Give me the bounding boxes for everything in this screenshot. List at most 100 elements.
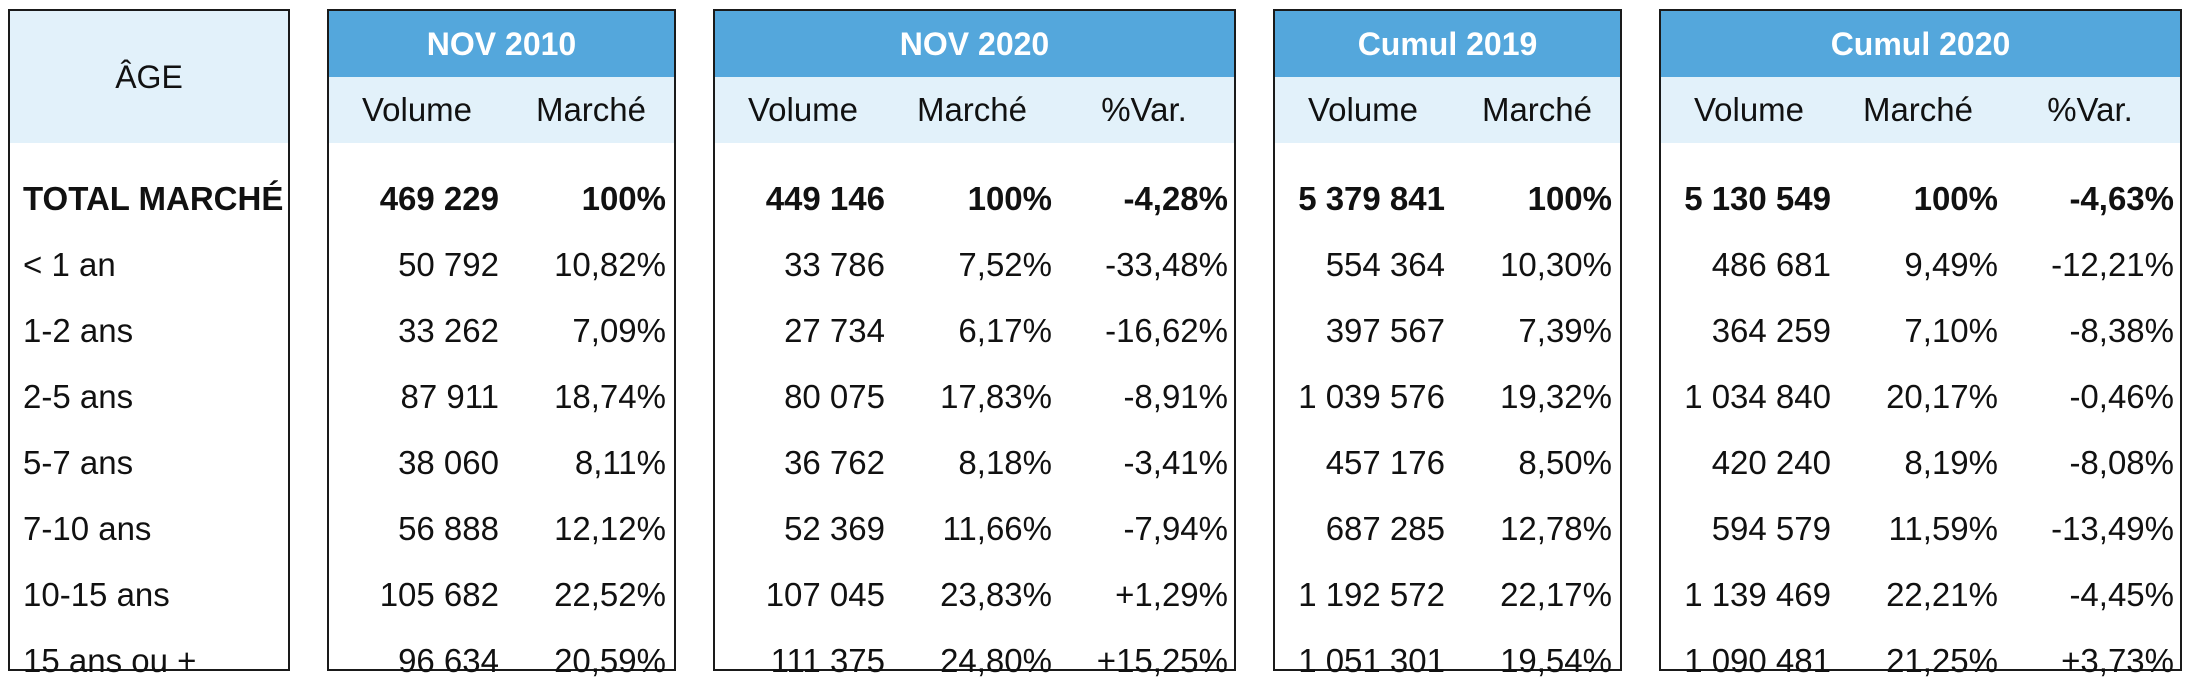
table-cell: 20,17% bbox=[1886, 378, 1998, 415]
total-cell: 100% bbox=[581, 180, 666, 217]
table-cell: -0,46% bbox=[2069, 378, 2174, 415]
table-cell: -4,45% bbox=[2069, 576, 2174, 613]
table-cell: 7,10% bbox=[1904, 312, 1998, 349]
table-cell: 486 681 bbox=[1711, 246, 1831, 283]
table-cell: 33 262 bbox=[398, 312, 499, 349]
table-cell: 554 364 bbox=[1325, 246, 1445, 283]
table-cell: 8,18% bbox=[958, 444, 1052, 481]
column-header: Marché bbox=[535, 91, 647, 128]
table-cell: 56 888 bbox=[398, 510, 499, 547]
table-cell: +3,73% bbox=[2061, 642, 2174, 679]
row-label: 1-2 ans bbox=[23, 312, 134, 349]
total-cell: 5 379 841 bbox=[1298, 180, 1445, 217]
table-cell: 11,66% bbox=[942, 510, 1052, 547]
column-header: Volume bbox=[1307, 91, 1419, 128]
table-cell: 364 259 bbox=[1711, 312, 1831, 349]
table-cell: -16,62% bbox=[1105, 312, 1228, 349]
column-header-row bbox=[329, 77, 674, 143]
column-header: %Var. bbox=[2047, 91, 2133, 128]
table-cell: 111 375 bbox=[770, 642, 885, 679]
table-cell: 38 060 bbox=[398, 444, 499, 481]
table-cell: 420 240 bbox=[1711, 444, 1831, 481]
total-cell: 100% bbox=[1913, 180, 1998, 217]
table-cell: 1 034 840 bbox=[1684, 378, 1831, 415]
table-cell: 17,83% bbox=[940, 378, 1052, 415]
table-cell: -3,41% bbox=[1123, 444, 1228, 481]
table-cell: 12,12% bbox=[554, 510, 666, 547]
table-cell: 33 786 bbox=[784, 246, 885, 283]
table-cell: 7,52% bbox=[958, 246, 1052, 283]
row-label-total: TOTAL MARCHÉ bbox=[23, 180, 284, 217]
table-cell: 80 075 bbox=[784, 378, 885, 415]
row-label: 2-5 ans bbox=[23, 378, 134, 415]
table-cell: 8,50% bbox=[1518, 444, 1612, 481]
table-cell: 18,74% bbox=[554, 378, 666, 415]
table-cell: 687 285 bbox=[1325, 510, 1445, 547]
total-cell: 469 229 bbox=[379, 180, 499, 217]
table-cell: 1 039 576 bbox=[1298, 378, 1445, 415]
block-nov-2010: NOV 2010 Volume 469 229 50 792 33 262 87 911 3… bbox=[327, 9, 676, 679]
column-header: Marché bbox=[1862, 91, 1974, 128]
table-cell: 36 762 bbox=[784, 444, 885, 481]
age-header: ÂGE bbox=[10, 11, 288, 143]
table-cell: 105 682 bbox=[379, 576, 499, 613]
table-cell: 24,80% bbox=[940, 642, 1052, 679]
table-cell: -8,38% bbox=[2069, 312, 2174, 349]
table-cell: -13,49% bbox=[2051, 510, 2174, 547]
column-header: %Var. bbox=[1101, 91, 1187, 128]
table-cell: 1 051 301 bbox=[1298, 642, 1445, 679]
table-cell: 96 634 bbox=[398, 642, 499, 679]
row-label: 7-10 ans bbox=[23, 510, 152, 547]
table-cell: 1 090 481 bbox=[1684, 642, 1831, 679]
total-cell: 449 146 bbox=[765, 180, 885, 217]
column-header: Volume bbox=[1693, 91, 1805, 128]
table-cell: 9,49% bbox=[1904, 246, 1998, 283]
table-cell: 19,54% bbox=[1500, 642, 1612, 679]
block-title: Cumul 2020 bbox=[1661, 11, 2180, 77]
table-cell: -8,08% bbox=[2069, 444, 2174, 481]
row-label: < 1 an bbox=[23, 246, 116, 283]
table-cell: 87 911 bbox=[400, 378, 499, 415]
table-cell: +15,25% bbox=[1096, 642, 1228, 679]
table-cell: -8,91% bbox=[1123, 378, 1228, 415]
block-title: NOV 2020 bbox=[715, 11, 1234, 77]
table-cell: 11,59% bbox=[1888, 510, 1998, 547]
table-cell: 1 139 469 bbox=[1684, 576, 1831, 613]
table-cell: 21,25% bbox=[1886, 642, 1998, 679]
row-label: 5-7 ans bbox=[23, 444, 134, 481]
table-cell: 8,11% bbox=[574, 444, 666, 481]
total-cell: -4,63% bbox=[2069, 180, 2174, 217]
block-cumul-2020: Cumul 2020 Volume 5 130 549 486 681 364 259 1… bbox=[1659, 9, 2182, 679]
table-cell: 1 192 572 bbox=[1298, 576, 1445, 613]
column-header: Volume bbox=[747, 91, 859, 128]
table-cell: -33,48% bbox=[1105, 246, 1228, 283]
table-cell: 107 045 bbox=[765, 576, 885, 613]
table-cell: 457 176 bbox=[1325, 444, 1445, 481]
table-cell: 397 567 bbox=[1325, 312, 1445, 349]
row-label: 10-15 ans bbox=[23, 576, 170, 613]
column-header-row bbox=[1275, 77, 1620, 143]
table-cell: 8,19% bbox=[1904, 444, 1998, 481]
table-cell: 7,39% bbox=[1518, 312, 1612, 349]
table-cell: 22,21% bbox=[1886, 576, 1998, 613]
age-column: ÂGE TOTAL MARCHÉ < 1 an 1-2 ans 2-5 ans 5-7 … bbox=[8, 9, 290, 679]
table-cell: 19,32% bbox=[1500, 378, 1612, 415]
table-cell: 10,82% bbox=[554, 246, 666, 283]
table-cell: 12,78% bbox=[1500, 510, 1612, 547]
total-cell: 5 130 549 bbox=[1684, 180, 1831, 217]
table-cell: 27 734 bbox=[784, 312, 885, 349]
total-cell: -4,28% bbox=[1123, 180, 1228, 217]
column-header: Volume bbox=[361, 91, 473, 128]
table-cell: 20,59% bbox=[554, 642, 666, 679]
table-cell: 22,17% bbox=[1500, 576, 1612, 613]
table-cell: 7,09% bbox=[572, 312, 666, 349]
column-header-row bbox=[1661, 77, 2180, 143]
column-header-row bbox=[715, 77, 1234, 143]
block-cumul-2019: Cumul 2019 Volume 5 379 841 554 364 397 567 1… bbox=[1273, 9, 1622, 679]
table-cell: 22,52% bbox=[554, 576, 666, 613]
block-title: NOV 2010 bbox=[329, 11, 674, 77]
table-cell: 6,17% bbox=[958, 312, 1052, 349]
total-cell: 100% bbox=[1527, 180, 1612, 217]
row-label: 15 ans ou + bbox=[23, 642, 197, 679]
table-cell: 594 579 bbox=[1711, 510, 1831, 547]
